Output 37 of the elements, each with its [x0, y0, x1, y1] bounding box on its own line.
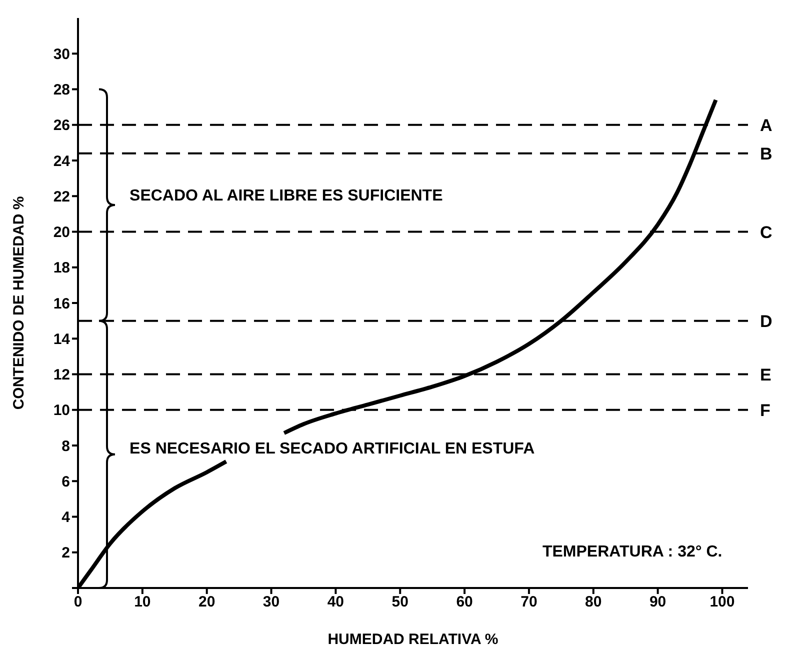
y-tick-label: 22: [53, 188, 70, 206]
ref-line-label: F: [760, 400, 770, 420]
y-tick-label: 6: [62, 473, 70, 490]
x-axis-title: HUMEDAD RELATIVA %: [328, 631, 498, 648]
y-tick-label: 24: [53, 152, 71, 170]
y-axis-title: CONTENIDO DE HUMEDAD %: [10, 196, 28, 410]
x-tick-label: 60: [456, 594, 473, 611]
annotation: SECADO AL AIRE LIBRE ES SUFICIENTE: [130, 187, 444, 204]
y-tick-label: 10: [53, 402, 70, 420]
x-tick-label: 10: [134, 594, 151, 611]
x-tick-label: 30: [262, 594, 280, 611]
y-tick-label: 4: [62, 509, 71, 526]
x-tick-label: 0: [74, 594, 82, 611]
y-tick-label: 26: [53, 117, 70, 134]
y-tick-label: 20: [53, 224, 70, 242]
ref-line-label: B: [760, 144, 772, 164]
y-tick-label: 8: [62, 438, 70, 455]
x-tick-label: 50: [392, 594, 408, 611]
x-tick-label: 90: [649, 594, 666, 611]
x-tick-label: 20: [198, 594, 216, 611]
ref-line-label: D: [760, 312, 772, 331]
ref-line-label: E: [760, 365, 772, 384]
y-tick-label: 28: [53, 82, 70, 99]
y-tick-label: 2: [62, 544, 70, 562]
x-tick-label: 70: [520, 594, 538, 611]
x-tick-label: 80: [585, 594, 602, 611]
y-tick-label: 30: [53, 46, 70, 63]
x-tick-label: 100: [710, 594, 735, 611]
annotation: TEMPERATURA : 32° C.: [542, 544, 722, 561]
annotation: ES NECESARIO EL SECADO ARTIFICIAL EN ESTUFA: [130, 440, 536, 458]
y-tick-label: 18: [53, 260, 70, 277]
y-tick-label: 14: [53, 330, 71, 348]
ref-line-label: C: [760, 222, 772, 242]
x-tick-label: 40: [327, 594, 344, 611]
ref-line-label: A: [760, 116, 772, 135]
y-tick-label: 12: [53, 366, 70, 384]
y-tick-label: 16: [53, 295, 70, 312]
